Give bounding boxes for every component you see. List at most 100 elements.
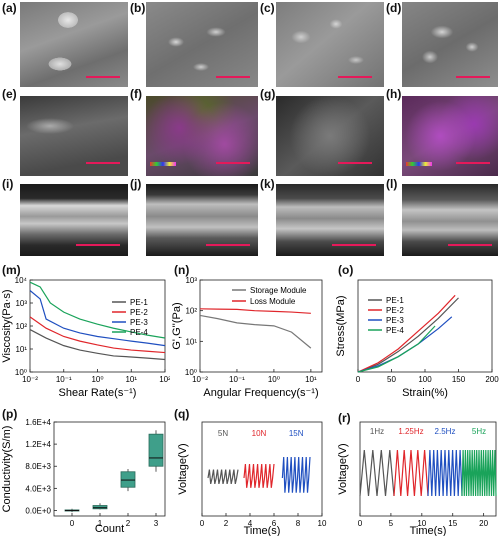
voltage-trace [393, 449, 429, 497]
sem-cross-section-k [276, 184, 384, 256]
voltage-frequency-chart: Time(s) Voltage(V) 0 5 10 15 20 1Hz 1.25Hz 2.5Hz 5… [337, 421, 497, 536]
voltage-trace [461, 449, 497, 497]
eds-map-f [146, 96, 258, 176]
viscosity-chart: Shear Rate(s⁻¹) Viscosity(Pa·s) 10⁻² 10⁻¹ 10… [1, 276, 170, 399]
x-tick-label: 20 [479, 519, 488, 528]
plot-frame [53, 421, 166, 517]
x-tick-label: 150 [452, 375, 466, 384]
x-tick-label: 10⁻² [192, 375, 208, 384]
panel-label-h: (h) [386, 87, 402, 101]
voltage-trace [281, 456, 311, 493]
x-tick-label: 10⁰ [91, 375, 103, 384]
plot-frame [357, 279, 493, 373]
x-tick-label: 50 [387, 375, 396, 384]
y-tick-label: 0.0E+0 [25, 506, 51, 515]
x-tick-label: 0 [356, 375, 361, 384]
y-axis-label: Voltage(V) [177, 443, 189, 494]
y-tick-label: 1.6E+4 [25, 418, 51, 427]
series-line [199, 308, 311, 314]
sem-image-a [20, 2, 128, 87]
panel-label-q: (q) [174, 407, 190, 421]
legend-entry: PE-1 [386, 296, 404, 305]
series-line [357, 325, 436, 373]
panel-label-d: (d) [386, 1, 402, 15]
x-tick-label: 0 [200, 519, 205, 528]
series-line [357, 297, 459, 373]
scale-bar [76, 244, 120, 246]
sem-cross-section-l [402, 184, 498, 256]
panel-label-l: (l) [386, 177, 398, 191]
modulus-chart: Angular Frequency(s⁻¹) G',G''(Pa) 10⁻² 10⁻¹… [171, 276, 323, 399]
x-tick-label: 5 [389, 519, 394, 528]
y-tick-label: 10³ [15, 299, 27, 308]
y-tick-label: 8.0E+3 [25, 462, 51, 471]
y-tick-label: 4.0E+3 [25, 484, 51, 493]
x-axis-label: Angular Frequency(s⁻¹) [203, 387, 318, 399]
x-tick-label: 10⁻¹ [229, 375, 245, 384]
panel-label-m: (m) [2, 263, 21, 277]
x-axis-label: Time(s) [410, 525, 447, 536]
panel-label-i: (i) [2, 177, 14, 191]
x-tick-label: 10⁻¹ [56, 375, 72, 384]
stress-strain-chart: Strain(%) Stress(MPa) 0 50 100 150 200 PE-1PE-2… [335, 279, 499, 399]
x-axis-label: Strain(%) [402, 387, 448, 399]
x-axis-label: Shear Rate(s⁻¹) [59, 387, 137, 399]
x-tick-label: 10¹ [305, 375, 317, 384]
panel-label-b: (b) [130, 1, 146, 15]
x-tick-label: 1 [98, 519, 103, 528]
panel-label-n: (n) [174, 263, 190, 277]
panel-label-o: (o) [338, 263, 354, 277]
series-line [29, 281, 166, 339]
y-tick-label: 1.2E+4 [25, 440, 51, 449]
x-tick-label: 2 [224, 519, 229, 528]
y-axis-label: Viscosity(Pa·s) [1, 289, 13, 362]
y-axis-label: Stress(MPa) [335, 295, 347, 356]
sem-image-c [276, 2, 384, 87]
legend-entry: PE-4 [130, 328, 148, 337]
x-tick-label: 0 [358, 519, 363, 528]
series-line [29, 290, 166, 347]
sem-image-d [402, 2, 498, 87]
sem-cross-section-j [146, 184, 258, 256]
panel-label-k: (k) [260, 177, 275, 191]
voltage-trace [359, 449, 395, 497]
box [92, 505, 108, 510]
series-line [357, 294, 456, 373]
annotation-label: 5Hz [472, 427, 486, 436]
panel-label-f: (f) [130, 87, 142, 101]
sem-image-g [276, 96, 384, 176]
box [148, 433, 164, 467]
scale-bar [206, 244, 250, 246]
sem-image-e [20, 96, 128, 176]
y-tick-label: 10² [15, 322, 27, 331]
y-tick-label: 10⁴ [15, 276, 28, 285]
legend-entry: Loss Module [250, 297, 296, 306]
voltage-force-chart: Time(s) Voltage(V) 0 2 4 6 8 10 5N 10N 15N [177, 421, 327, 536]
scale-bar [216, 76, 250, 78]
series-line [199, 314, 312, 349]
x-tick-label: 200 [485, 375, 499, 384]
series-line [29, 316, 166, 354]
x-tick-label: 8 [296, 519, 301, 528]
x-tick-label: 10⁰ [268, 375, 280, 384]
scale-bar [456, 76, 490, 78]
sem-image-b [146, 2, 258, 87]
panel-label-p: (p) [2, 407, 18, 421]
conductivity-box-chart: Count Conductivity(S/m) 0.0E+0 4.0E+3 8.0E+3… [1, 418, 166, 535]
x-tick-label: 4 [248, 519, 253, 528]
eds-color-legend [406, 162, 432, 166]
legend-entry: PE-3 [130, 318, 148, 327]
voltage-trace [243, 463, 275, 488]
plot-frame [201, 421, 323, 517]
scale-bar [216, 162, 250, 164]
legend-entry: PE-4 [386, 326, 404, 335]
legend-entry: PE-3 [386, 316, 404, 325]
scale-bar [448, 244, 492, 246]
series-line [29, 329, 166, 361]
plot-frame [199, 279, 323, 373]
x-tick-label: 10² [159, 375, 170, 384]
x-tick-label: 2 [126, 519, 131, 528]
legend-entry: PE-2 [386, 306, 404, 315]
scale-bar [86, 162, 120, 164]
voltage-trace [207, 469, 239, 485]
